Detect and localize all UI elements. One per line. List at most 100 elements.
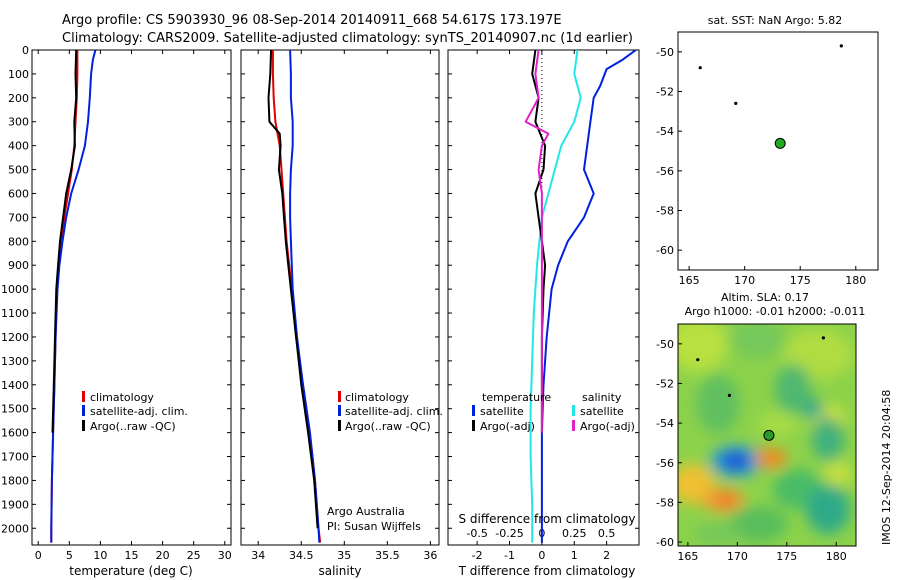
x-tick-label: 35.5 <box>375 549 400 562</box>
series-line <box>51 49 78 433</box>
temperature-xlabel: temperature (deg C) <box>69 564 192 578</box>
map-x-tick-label: 180 <box>826 550 847 563</box>
y-tick-label: 700 <box>8 211 29 224</box>
legend-swatch-climatology <box>82 391 85 402</box>
y-tick-label: 1500 <box>1 403 29 416</box>
x-tick-label: 34 <box>251 549 265 562</box>
legend-temperature-heading: temperature <box>482 391 551 404</box>
map-y-tick-label: -60 <box>656 244 674 257</box>
y-tick-label: 1300 <box>1 355 29 368</box>
legend-climatology: climatology <box>90 391 154 404</box>
secondary-x-tick-label: -0.25 <box>495 527 523 540</box>
x-tick-label: 5 <box>66 549 73 562</box>
sla-map-frame <box>677 323 857 547</box>
legend-swatch-climatology <box>338 391 341 402</box>
y-tick-label: 1200 <box>1 331 29 344</box>
map-x-tick-label: 175 <box>776 550 797 563</box>
legend-salinity-heading: salinity <box>582 391 622 404</box>
y-tick-label: 200 <box>8 92 29 105</box>
map-x-tick-label: 170 <box>734 274 755 287</box>
x-tick-label: 0 <box>538 549 545 562</box>
map-y-tick-label: -60 <box>656 536 674 549</box>
legend-argo: Argo(..raw -QC) <box>345 420 431 433</box>
temperature-plot-frame <box>31 49 232 546</box>
temperature-legend: climatology satellite-adj. clim. Argo(..… <box>82 391 188 433</box>
y-tick-label: 2000 <box>1 522 29 535</box>
profile-point <box>821 336 825 340</box>
x-tick-label: 20 <box>156 549 170 562</box>
salinity-xlabel: salinity <box>318 564 361 578</box>
x-tick-label: -2 <box>472 549 483 562</box>
sla-heatmap <box>677 323 857 547</box>
sst-map-title: sat. SST: NaN Argo: 5.82 <box>708 14 842 27</box>
y-tick-label: 500 <box>8 164 29 177</box>
map-y-tick-label: -52 <box>656 377 674 390</box>
legend-climatology: climatology <box>345 391 409 404</box>
legend-swatch-sal-argo <box>572 420 575 431</box>
legend-argo: Argo(..raw -QC) <box>90 420 176 433</box>
legend-swatch-argo <box>338 420 341 431</box>
map-y-tick-label: -54 <box>656 125 674 138</box>
y-tick-label: 900 <box>8 259 29 272</box>
difference-plot-frame <box>447 49 640 546</box>
series-line <box>267 49 319 529</box>
figure-title-line2: Climatology: CARS2009. Satellite-adjuste… <box>62 31 633 46</box>
sla-map-title1: Altim. SLA: 0.17 <box>721 291 809 304</box>
x-tick-label: 35 <box>337 549 351 562</box>
timestamp-side-text: IMOS 12-Sep-2014 20:04:58 <box>880 390 893 545</box>
y-tick-label: 1400 <box>1 379 29 392</box>
map-y-tick-label: -50 <box>656 338 674 351</box>
float-position-marker <box>774 137 786 149</box>
legend-satellite: satellite-adj. clim. <box>90 405 188 418</box>
x-tick-label: 36 <box>423 549 437 562</box>
legend-swatch-temp-satellite <box>472 405 475 416</box>
y-tick-label: 100 <box>8 68 29 81</box>
float-position-marker <box>763 429 775 441</box>
legend-sal-satellite: satellite <box>580 405 624 418</box>
map-y-tick-label: -54 <box>656 417 674 430</box>
map-markers-group <box>696 44 843 441</box>
x-tick-label: 34.5 <box>289 549 314 562</box>
map-x-tick-label: 165 <box>677 550 698 563</box>
series-line <box>289 49 321 543</box>
profile-point <box>839 44 843 48</box>
x-tick-label: 10 <box>93 549 107 562</box>
map-x-tick-label: 170 <box>727 550 748 563</box>
axes-group: 0100200300400500600700800900100011001200… <box>1 44 866 563</box>
map-y-tick-label: -50 <box>656 46 674 59</box>
sla-map-title2: Argo h1000: -0.01 h2000: -0.011 <box>685 305 866 318</box>
y-tick-label: 400 <box>8 140 29 153</box>
map-x-tick-label: 165 <box>679 274 700 287</box>
map-y-tick-label: -52 <box>656 86 674 99</box>
profile-point <box>727 393 732 397</box>
x-tick-label: 0 <box>35 549 42 562</box>
x-tick-label: 25 <box>187 549 201 562</box>
y-tick-label: 1600 <box>1 427 29 440</box>
legend-temp-argo: Argo(-adj) <box>480 420 535 433</box>
y-tick-label: 1000 <box>1 283 29 296</box>
x-tick-label: 1 <box>571 549 578 562</box>
legend-swatch-temp-argo <box>472 420 475 431</box>
y-tick-label: 800 <box>8 235 29 248</box>
x-tick-label: 2 <box>603 549 610 562</box>
profile-point <box>734 101 738 105</box>
y-tick-label: 0 <box>22 44 29 57</box>
profile-point <box>696 358 700 362</box>
credits-line1: Argo Australia <box>327 505 405 518</box>
difference-legend: temperature satellite Argo(-adj) salinit… <box>472 391 635 433</box>
figure-title-line1: Argo profile: CS 5903930_96 08-Sep-2014 … <box>62 13 562 28</box>
map-y-tick-label: -56 <box>656 457 674 470</box>
series-line <box>524 49 550 433</box>
legend-satellite: satellite-adj. clim. <box>345 405 443 418</box>
legend-temp-satellite: satellite <box>480 405 524 418</box>
series-line <box>50 49 97 543</box>
y-tick-label: 300 <box>8 116 29 129</box>
x-tick-label: -1 <box>504 549 515 562</box>
map-y-tick-label: -58 <box>656 205 674 218</box>
legend-swatch-argo <box>82 420 85 431</box>
y-tick-label: 1100 <box>1 307 29 320</box>
salinity-legend: climatology satellite-adj. clim. Argo(..… <box>338 391 443 433</box>
legend-sal-argo: Argo(-adj) <box>580 420 635 433</box>
series-line <box>540 49 637 543</box>
